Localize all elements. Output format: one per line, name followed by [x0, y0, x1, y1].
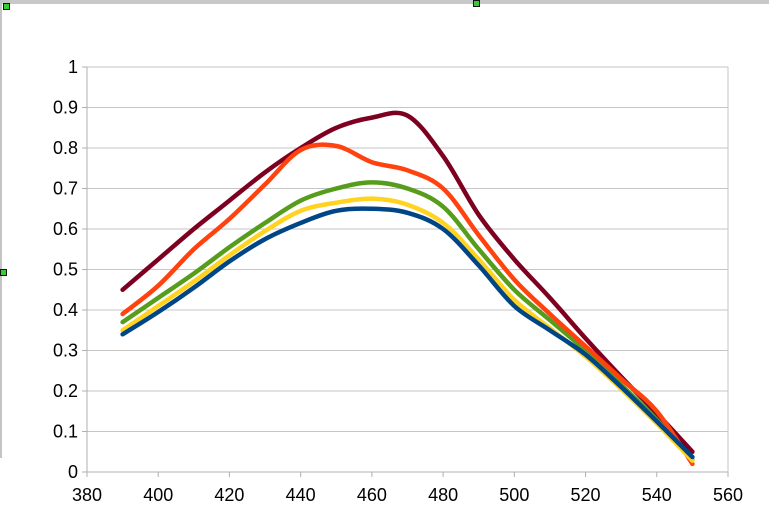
svg-text:500: 500: [499, 485, 529, 505]
svg-text:400: 400: [143, 485, 173, 505]
selection-handle-top-left[interactable]: [3, 3, 10, 10]
selection-handle-top-center[interactable]: [473, 0, 480, 7]
svg-text:0.8: 0.8: [53, 138, 78, 158]
window-left-edge: [0, 0, 2, 458]
svg-text:380: 380: [72, 485, 102, 505]
x-axis-labels: 380 400 420 440 460 480 500 520 540 560: [72, 485, 743, 505]
svg-text:0.1: 0.1: [53, 422, 78, 442]
series-blue-line: [120, 206, 695, 460]
svg-text:420: 420: [214, 485, 244, 505]
svg-text:0.4: 0.4: [53, 300, 78, 320]
y-axis-labels: 0 0.1 0.2 0.3 0.4 0.5 0.6 0.7 0.8 0.9 1: [53, 57, 78, 482]
svg-text:460: 460: [357, 485, 387, 505]
series-green-line: [120, 180, 695, 463]
y-gridlines: [87, 107, 728, 432]
svg-text:560: 560: [713, 485, 743, 505]
series-orange-red-line: [120, 142, 695, 467]
svg-text:480: 480: [428, 485, 458, 505]
svg-text:0.3: 0.3: [53, 341, 78, 361]
svg-text:0.6: 0.6: [53, 219, 78, 239]
svg-text:440: 440: [286, 485, 316, 505]
svg-text:0.5: 0.5: [53, 260, 78, 280]
series-dark-red-line: [120, 110, 695, 455]
selection-handle-left-middle[interactable]: [0, 269, 7, 276]
svg-text:0.7: 0.7: [53, 179, 78, 199]
svg-text:540: 540: [642, 485, 672, 505]
svg-text:0.2: 0.2: [53, 381, 78, 401]
window-top-edge: [0, 0, 769, 4]
svg-text:0.9: 0.9: [53, 98, 78, 118]
axis-ticks: [82, 66, 729, 477]
svg-text:520: 520: [571, 485, 601, 505]
svg-text:1: 1: [68, 57, 78, 77]
svg-text:0: 0: [68, 462, 78, 482]
